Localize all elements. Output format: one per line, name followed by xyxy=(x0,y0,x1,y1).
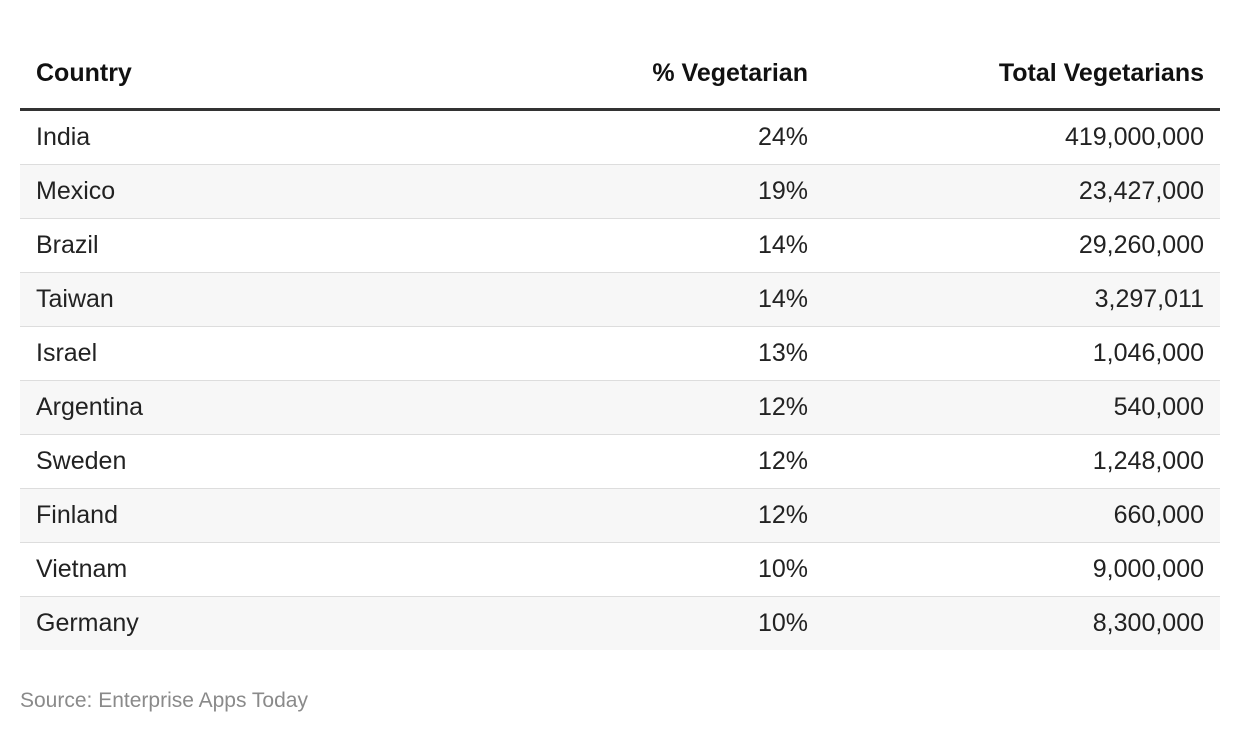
table-cell: 14% xyxy=(472,218,824,273)
table-cell: Germany xyxy=(20,596,472,650)
table-cell: Mexico xyxy=(20,164,472,219)
table-cell: 419,000,000 xyxy=(824,109,1220,165)
table-cell: Argentina xyxy=(20,380,472,435)
table-cell: Sweden xyxy=(20,434,472,489)
table-row: Brazil 14% 29,260,000 xyxy=(20,218,1220,273)
table-cell: 12% xyxy=(472,380,824,435)
table-cell: 1,248,000 xyxy=(824,434,1220,489)
table-row: Vietnam 10% 9,000,000 xyxy=(20,542,1220,597)
table-body: India 24% 419,000,000 Mexico 19% 23,427,000 Br… xyxy=(20,109,1220,650)
table-cell: 9,000,000 xyxy=(824,542,1220,597)
data-table: Country% Vegetarian Total Vegetarians Ind… xyxy=(20,38,1220,650)
table-row: Mexico 19% 23,427,000 xyxy=(20,164,1220,219)
table-cell: 23,427,000 xyxy=(824,164,1220,219)
header-cell: % Vegetarian xyxy=(472,38,824,111)
table-cell: 10% xyxy=(472,596,824,650)
table-row: Germany 10% 8,300,000 xyxy=(20,596,1220,650)
table-cell: 12% xyxy=(472,434,824,489)
table-cell: India xyxy=(20,109,472,165)
table-cell: 24% xyxy=(472,109,824,165)
table-row: Finland 12% 660,000 xyxy=(20,488,1220,543)
table-row: Israel 13% 1,046,000 xyxy=(20,326,1220,381)
table-row: Sweden 12% 1,248,000 xyxy=(20,434,1220,489)
table-cell: 14% xyxy=(472,272,824,327)
header-row: Country% Vegetarian Total Vegetarians xyxy=(20,38,1220,111)
table-cell: Taiwan xyxy=(20,272,472,327)
table-cell: Brazil xyxy=(20,218,472,273)
table-row: Taiwan 14% 3,297,011 xyxy=(20,272,1220,327)
header-cell: Total Vegetarians xyxy=(824,38,1220,111)
table-header: Country% Vegetarian Total Vegetarians xyxy=(20,38,1220,111)
table-row: Argentina 12% 540,000 xyxy=(20,380,1220,435)
table-cell: 1,046,000 xyxy=(824,326,1220,381)
table-cell: 19% xyxy=(472,164,824,219)
table-cell: 13% xyxy=(472,326,824,381)
source-note: Source: Enterprise Apps Today xyxy=(20,689,308,712)
table-cell: 540,000 xyxy=(824,380,1220,435)
table-cell: Israel xyxy=(20,326,472,381)
table-cell: Vietnam xyxy=(20,542,472,597)
header-cell: Country xyxy=(20,38,472,111)
table-cell: 3,297,011 xyxy=(824,272,1220,327)
table-cell: 660,000 xyxy=(824,488,1220,543)
table-cell: 29,260,000 xyxy=(824,218,1220,273)
table-cell: 10% xyxy=(472,542,824,597)
table-cell: Finland xyxy=(20,488,472,543)
table-cell: 8,300,000 xyxy=(824,596,1220,650)
table-cell: 12% xyxy=(472,488,824,543)
table-row: India 24% 419,000,000 xyxy=(20,109,1220,165)
